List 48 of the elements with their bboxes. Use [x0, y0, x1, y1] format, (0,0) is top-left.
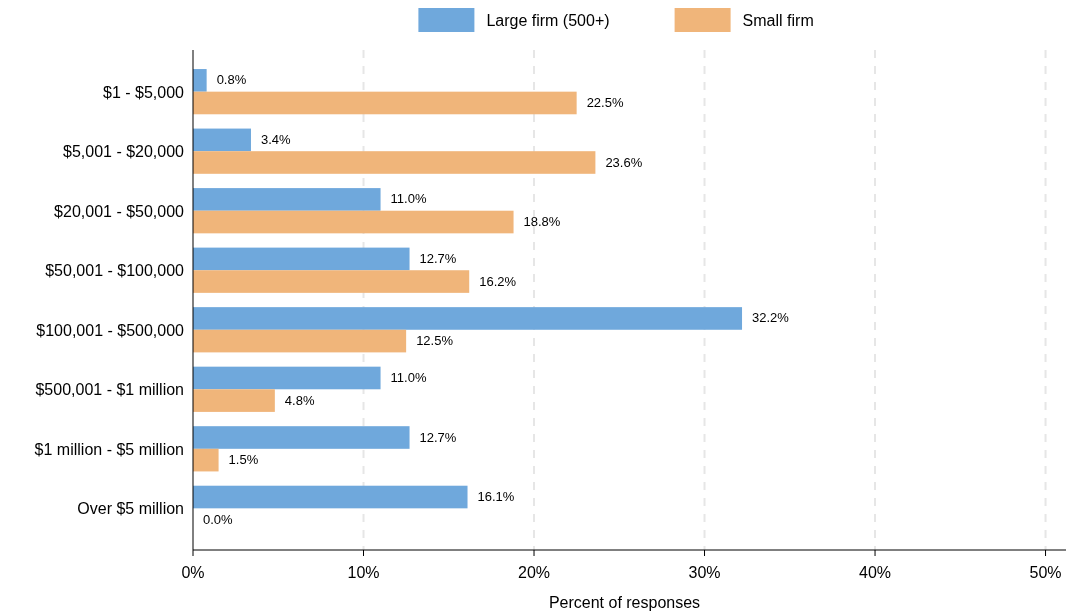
bar — [193, 210, 514, 234]
data-label: 32.2% — [752, 310, 790, 326]
data-label: 11.0% — [390, 191, 427, 207]
bar — [193, 188, 381, 211]
data-label: 22.5% — [586, 94, 624, 110]
data-label: 12.7% — [419, 429, 457, 445]
bar — [193, 329, 407, 353]
bar — [193, 426, 410, 449]
bar — [193, 151, 596, 174]
data-label: 18.8% — [523, 214, 561, 230]
y-tick-label: $5,001 - $20,000 — [63, 143, 185, 161]
x-axis-title: Percent of responses — [548, 594, 701, 611]
data-label: 4.8% — [284, 392, 315, 408]
data-label: 23.6% — [605, 154, 643, 170]
bar — [193, 270, 470, 293]
data-label: 11.0% — [390, 369, 427, 385]
data-label: 12.7% — [419, 250, 457, 266]
y-tick-label: $50,001 - $100,000 — [45, 262, 185, 280]
bar — [193, 448, 219, 472]
x-tick-label: 40% — [859, 564, 892, 581]
legend-label: Large firm (500+) — [486, 12, 610, 29]
y-tick-label: $500,001 - $1 million — [35, 381, 184, 399]
bar — [193, 247, 410, 271]
x-tick-label: 30% — [688, 564, 721, 581]
x-tick-label: 20% — [518, 564, 551, 581]
bar — [193, 366, 381, 390]
x-tick-label: 0% — [181, 564, 205, 581]
data-label: 3.4% — [260, 131, 292, 147]
data-label: 12.5% — [416, 333, 454, 349]
bar — [193, 307, 743, 330]
data-label: 1.5% — [228, 452, 259, 468]
data-label: 16.2% — [479, 273, 517, 289]
bar — [193, 69, 207, 92]
bar — [193, 91, 577, 115]
x-tick-label: 10% — [347, 564, 380, 581]
x-tick-label: 50% — [1029, 564, 1062, 581]
y-tick-label: $1 million - $5 million — [34, 440, 184, 458]
y-tick-label: $20,001 - $50,000 — [54, 202, 185, 220]
data-label: 16.1% — [477, 489, 515, 505]
bar — [193, 389, 275, 412]
y-tick-label: $1 - $5,000 — [103, 83, 185, 101]
y-tick-label: Over $5 million — [77, 500, 184, 518]
legend-label: Small firm — [742, 12, 814, 29]
bar — [193, 485, 468, 509]
data-label: 0.8% — [216, 72, 247, 88]
y-tick-label: $100,001 - $500,000 — [36, 321, 185, 339]
bar — [193, 128, 251, 152]
data-label: 0.0% — [203, 511, 234, 527]
